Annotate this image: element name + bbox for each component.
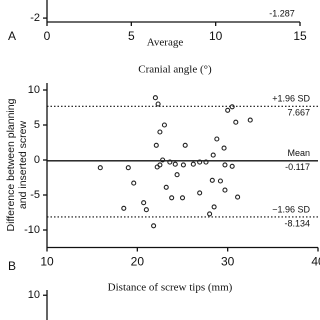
data-point bbox=[222, 162, 228, 168]
data-point bbox=[229, 104, 235, 110]
reference-label: −1.96 SD bbox=[272, 204, 310, 214]
data-point bbox=[214, 136, 220, 142]
reference-label: +1.96 SD bbox=[272, 94, 310, 104]
data-point bbox=[161, 122, 167, 128]
data-point bbox=[221, 145, 227, 151]
data-point bbox=[209, 177, 215, 183]
annotation: -1.287 bbox=[269, 8, 295, 18]
data-point bbox=[141, 200, 147, 206]
panel-label: A bbox=[8, 29, 16, 43]
data-point bbox=[235, 194, 241, 200]
data-point bbox=[172, 161, 178, 167]
data-point bbox=[211, 204, 217, 210]
data-point bbox=[157, 129, 163, 135]
data-point bbox=[167, 159, 173, 165]
y-tick-label: 10 bbox=[28, 289, 40, 301]
y-tick-label: 0 bbox=[34, 154, 40, 166]
y-tick-label: -5 bbox=[30, 189, 40, 201]
reference-value: 7.667 bbox=[287, 108, 310, 118]
y-tick-label: -10 bbox=[24, 224, 40, 236]
data-point bbox=[125, 165, 131, 171]
x-tick-label: 5 bbox=[128, 29, 135, 43]
chart-title: Cranial angle (°) bbox=[138, 64, 212, 76]
data-point bbox=[153, 142, 159, 148]
data-point bbox=[163, 184, 169, 190]
y-axis-label: and inserted screw bbox=[17, 121, 29, 210]
data-point bbox=[121, 205, 127, 211]
data-point bbox=[174, 172, 180, 178]
x-tick-label: 0 bbox=[44, 29, 51, 43]
data-point bbox=[222, 187, 228, 193]
x-axis-label: Average bbox=[147, 37, 184, 49]
data-point bbox=[197, 190, 203, 196]
data-point bbox=[131, 180, 137, 186]
data-point bbox=[179, 195, 186, 201]
reference-value: -0.117 bbox=[285, 162, 310, 172]
data-point bbox=[180, 162, 186, 168]
reference-label: Mean bbox=[287, 148, 310, 158]
y-tick-label: -2 bbox=[30, 12, 40, 24]
x-tick-label: 10 bbox=[209, 29, 223, 43]
data-point bbox=[190, 161, 196, 167]
data-point bbox=[169, 195, 175, 201]
y-tick-label: 5 bbox=[34, 119, 40, 131]
x-tick-label: 40 bbox=[311, 255, 320, 269]
x-tick-label: 15 bbox=[293, 29, 307, 43]
data-point bbox=[225, 107, 231, 113]
data-point bbox=[151, 223, 157, 229]
data-point bbox=[233, 119, 239, 125]
data-point bbox=[182, 142, 188, 148]
y-axis-label: Difference between planning bbox=[5, 98, 17, 231]
panel-label: B bbox=[8, 259, 16, 273]
data-point bbox=[207, 211, 213, 217]
x-tick-label: 30 bbox=[221, 255, 235, 269]
x-tick-label: 10 bbox=[40, 255, 54, 269]
reference-value: -8.134 bbox=[284, 218, 310, 228]
data-point bbox=[210, 152, 216, 158]
x-axis-label: Distance of screw tips (mm) bbox=[108, 282, 233, 294]
data-point bbox=[197, 159, 203, 165]
y-tick-label: 10 bbox=[28, 84, 40, 96]
data-point bbox=[217, 178, 223, 184]
x-tick-label: 20 bbox=[131, 255, 145, 269]
data-point bbox=[229, 163, 235, 169]
data-point bbox=[97, 165, 103, 171]
data-point bbox=[160, 157, 166, 163]
data-point bbox=[152, 95, 158, 101]
data-point bbox=[154, 164, 160, 170]
data-point bbox=[247, 117, 253, 123]
data-point bbox=[155, 101, 161, 107]
data-point bbox=[203, 159, 209, 165]
data-point bbox=[143, 207, 149, 213]
